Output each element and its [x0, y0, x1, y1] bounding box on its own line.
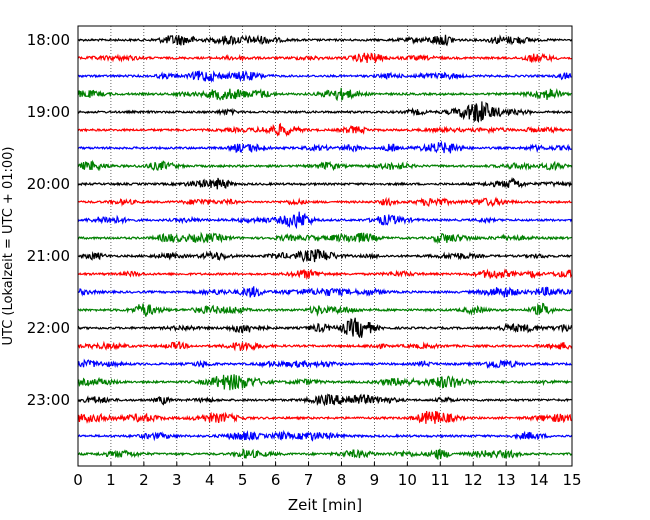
y-tick-label: 19:00 [27, 103, 70, 121]
trace-line [77, 302, 573, 317]
trace-line [77, 429, 573, 442]
y-tick-label: 20:00 [27, 175, 70, 193]
x-tick-label: 0 [73, 471, 83, 489]
x-tick-label: 4 [205, 471, 215, 489]
x-tick-label: 13 [497, 471, 516, 489]
trace-line [77, 268, 573, 281]
trace-line [77, 410, 572, 424]
trace-line [77, 140, 572, 154]
y-tick-label: 21:00 [27, 247, 70, 265]
x-tick-label: 14 [530, 471, 549, 489]
trace-line [77, 176, 573, 190]
x-tick-label: 12 [464, 471, 483, 489]
trace-line [77, 286, 573, 298]
trace-line [77, 122, 572, 137]
x-tick-label: 15 [562, 471, 581, 489]
y-tick-label: 22:00 [27, 319, 70, 337]
trace-line [77, 159, 573, 172]
x-axis-label: Zeit [min] [288, 496, 362, 514]
seismic-traces [77, 34, 573, 460]
trace-line [77, 211, 573, 230]
trace-line [77, 393, 572, 407]
trace-line [77, 317, 573, 339]
x-tick-label: 9 [370, 471, 380, 489]
y-tick-label: 18:00 [27, 31, 70, 49]
trace-line [77, 358, 572, 369]
y-axis-label: UTC (Lokalzeit = UTC + 01:00) [1, 147, 16, 346]
x-tick-label: 8 [337, 471, 347, 489]
x-tick-label: 2 [139, 471, 149, 489]
x-tick-label: 11 [431, 471, 450, 489]
plot-frame [77, 25, 573, 467]
trace-line [77, 52, 572, 64]
trace-line [77, 249, 572, 263]
trace-line [77, 196, 572, 208]
trace-line [77, 69, 572, 84]
trace-line [77, 34, 573, 47]
trace-line [77, 340, 573, 352]
trace-line [77, 448, 573, 460]
x-tick-label: 5 [238, 471, 248, 489]
x-tick-label: 1 [106, 471, 116, 489]
x-tick-label: 3 [172, 471, 182, 489]
x-tick-label: 7 [304, 471, 314, 489]
x-tick-label: 6 [271, 471, 281, 489]
trace-line [77, 374, 572, 391]
y-tick-label: 23:00 [27, 391, 70, 409]
x-axis-ticks: 0 1 2 3 4 5 6 7 8 9 10 11 12 13 14 15 [73, 462, 582, 489]
vertical-gridlines [110, 26, 540, 466]
x-tick-label: 10 [398, 471, 417, 489]
plot-background [78, 26, 572, 466]
trace-line [77, 231, 572, 245]
trace-line [77, 87, 572, 102]
trace-line [77, 101, 572, 124]
y-axis-ticks: 18:00 19:00 20:00 21:00 22:00 23:00 [27, 31, 82, 409]
